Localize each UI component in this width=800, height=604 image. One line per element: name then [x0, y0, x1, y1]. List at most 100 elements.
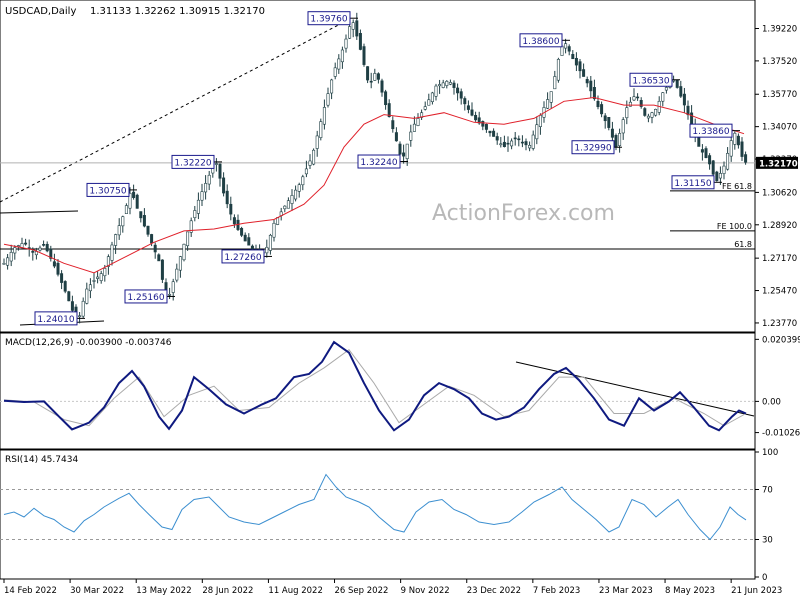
- macd-y-tick-label: 0.020399: [762, 335, 800, 345]
- candle-body: [492, 130, 496, 137]
- candle-body: [114, 234, 118, 246]
- watermark: ActionForex.com: [432, 201, 615, 226]
- candle-body: [218, 163, 222, 179]
- candle-body: [430, 92, 434, 103]
- candle-body: [722, 165, 726, 174]
- candle-body: [153, 244, 157, 253]
- candle-body: [13, 247, 17, 254]
- layer-annot: 1.39760 1.38600 1.36530 1.33860 1.32990 1.322…: [34, 11, 740, 326]
- candle-body: [654, 108, 658, 116]
- candle-body: [150, 234, 154, 244]
- candle-body: [369, 80, 373, 83]
- candle-body: [441, 82, 445, 88]
- annotation-box: [357, 154, 401, 169]
- candle-body: [312, 149, 316, 165]
- candle-body: [628, 101, 632, 107]
- candle-body: [52, 261, 56, 267]
- candle-body: [600, 104, 604, 115]
- candle-body: [290, 195, 294, 204]
- candle-body: [610, 128, 614, 138]
- candle-body: [736, 135, 740, 146]
- ohlc-readout: 1.31133 1.32262 1.30915 1.32170: [90, 6, 265, 17]
- annotation-box: [571, 140, 615, 155]
- annotation-label: 1.32240: [360, 158, 397, 168]
- candle-body: [178, 256, 182, 271]
- annotation-box: [86, 182, 130, 197]
- candle-body: [474, 114, 478, 121]
- candle-body: [578, 61, 582, 72]
- candle-body: [207, 174, 211, 185]
- candle-body: [96, 276, 100, 279]
- candle-body: [427, 99, 431, 106]
- candle-body: [168, 294, 172, 296]
- candle-body: [744, 154, 748, 163]
- price-y-tick-label: 1.27170: [762, 254, 797, 264]
- candle-body: [200, 191, 204, 201]
- candle-body: [711, 160, 715, 175]
- candle-body: [405, 143, 409, 159]
- price-y-tick-label: 1.35770: [762, 90, 797, 100]
- candle-body: [502, 141, 506, 148]
- candle-body: [715, 171, 719, 181]
- candle-body: [531, 134, 535, 149]
- candle-body: [297, 184, 301, 192]
- candle-body: [582, 69, 586, 77]
- annotation-box: [671, 175, 715, 190]
- candle-body: [272, 222, 276, 238]
- candle-body: [222, 177, 226, 194]
- candle-body: [240, 227, 244, 236]
- candle-body: [718, 173, 722, 179]
- candle-body: [189, 220, 193, 233]
- candle-body: [398, 143, 402, 155]
- price-y-tick-label: 1.37520: [762, 57, 797, 67]
- annotation-box: [519, 33, 563, 48]
- candle-body: [618, 133, 622, 146]
- candle-body: [157, 254, 161, 262]
- rsi-y-tick-label: 30: [762, 536, 773, 546]
- candle-body: [416, 118, 420, 126]
- candle-body: [128, 193, 132, 209]
- annotation-label: 1.30750: [89, 186, 126, 196]
- candle-body: [78, 315, 82, 318]
- sma-line: [3, 96, 745, 274]
- candle-body: [344, 38, 348, 49]
- candle-body: [621, 119, 625, 134]
- rsi-line: [3, 473, 747, 541]
- price-y-tick-label: 1.39220: [762, 24, 797, 34]
- annotation-box: [629, 72, 673, 87]
- price-y-tick-label: 1.34070: [762, 123, 797, 133]
- candle-body: [733, 132, 737, 145]
- candle-body: [484, 124, 488, 130]
- candle-body: [135, 194, 139, 209]
- x-tick-label: 9 Nov 2022: [401, 586, 450, 596]
- candle-body: [373, 73, 377, 81]
- candle-body: [355, 20, 359, 37]
- layer-rsi: [3, 473, 747, 541]
- current-price-tag: [756, 156, 798, 169]
- candle-body: [553, 76, 557, 90]
- candle-body: [171, 281, 175, 293]
- candle-body: [265, 246, 269, 254]
- candle-body: [740, 141, 744, 157]
- candle-body: [146, 225, 150, 235]
- annotation-label: 1.32990: [574, 144, 611, 154]
- candle-body: [106, 256, 110, 267]
- candle-body: [546, 99, 550, 109]
- annotation-label: 1.38600: [522, 37, 559, 47]
- candle-body: [387, 103, 391, 118]
- candle-body: [250, 245, 254, 250]
- annotation-box: [34, 311, 78, 326]
- candle-body: [24, 242, 28, 245]
- candle-body: [592, 87, 596, 100]
- layer-macd: [3, 340, 747, 432]
- candle-body: [513, 137, 517, 140]
- candle-body: [247, 237, 251, 246]
- candle-body: [45, 243, 49, 252]
- candle-body: [348, 26, 352, 39]
- candle-body: [556, 59, 560, 81]
- candle-body: [326, 93, 330, 106]
- candle-body: [49, 248, 53, 259]
- macd-line: [3, 340, 747, 432]
- candle-body: [434, 85, 438, 97]
- candle-body: [358, 33, 362, 50]
